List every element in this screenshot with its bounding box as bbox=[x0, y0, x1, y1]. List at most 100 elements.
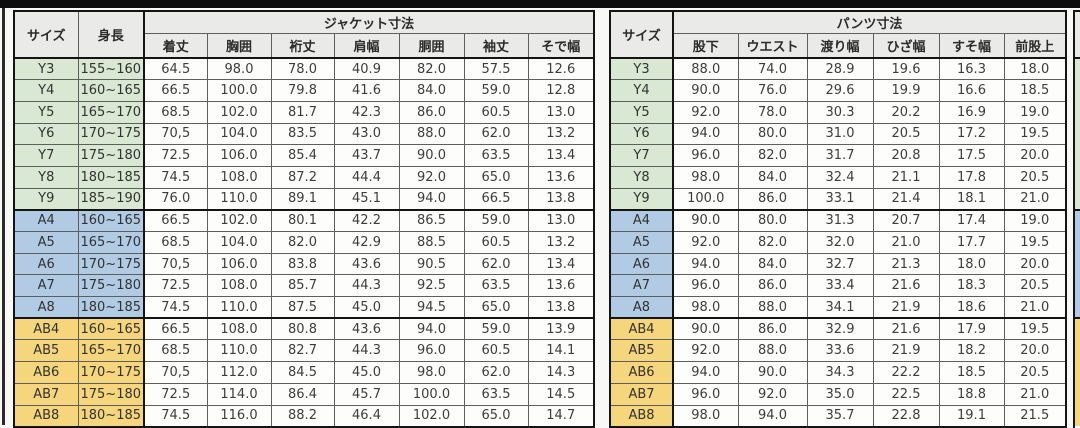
table-row: A5 92.0 82.0 32.0 21.0 17.7 19.5 bbox=[609, 231, 1067, 254]
jacket-value-cell: 98.0 bbox=[206, 57, 272, 81]
jacket-col-header: 胴囲 bbox=[398, 33, 465, 59]
size-cell: Y9 bbox=[13, 187, 79, 211]
jacket-value-cell: 96.0 bbox=[398, 339, 465, 363]
jacket-value-cell: 88.2 bbox=[270, 404, 335, 428]
table-row: A6 94.0 84.0 32.7 21.3 18.0 20.0 bbox=[609, 252, 1067, 276]
jacket-value-cell: 110.0 bbox=[206, 339, 272, 363]
table-row: Y9 185~190 76.0 110.0 89.1 45.1 94.0 66.5 13.8 bbox=[13, 187, 595, 211]
jacket-value-cell: 13.0 bbox=[527, 208, 595, 232]
pants-col-header: 渡り幅 bbox=[806, 33, 874, 59]
pants-value-cell: 92.0 bbox=[672, 231, 739, 254]
size-cell: A8 bbox=[13, 296, 79, 319]
pants-value-cell: 17.4 bbox=[938, 208, 1005, 232]
height-cell: 165~170 bbox=[77, 100, 145, 124]
jacket-col-header: 着丈 bbox=[143, 33, 208, 59]
pants-size-table: サイズ パンツ寸法 股下 ウエスト 渡り幅 ひざ幅 すそ幅 前股上 Y3 88.0 74.0 2… bbox=[609, 10, 1067, 428]
pants-value-cell: 86.0 bbox=[737, 317, 808, 341]
jacket-value-cell: 66.5 bbox=[143, 208, 208, 232]
table-row: Y4 160~165 66.5 100.0 79.8 41.6 84.0 59.0 12.8 bbox=[13, 79, 595, 102]
pants-value-cell: 80.0 bbox=[737, 208, 808, 232]
jacket-col-header: 肩幅 bbox=[333, 33, 400, 59]
jacket-col-header: 裄丈 bbox=[270, 33, 335, 59]
jacket-value-cell: 13.0 bbox=[527, 100, 595, 124]
jacket-value-cell: 72.5 bbox=[143, 382, 208, 406]
size-cell: A4 bbox=[13, 208, 79, 232]
jacket-value-cell: 116.0 bbox=[206, 404, 272, 428]
jacket-value-cell: 86.0 bbox=[398, 100, 465, 124]
table-row: A4 90.0 80.0 31.3 20.7 17.4 19.0 bbox=[609, 208, 1067, 232]
jacket-value-cell: 70,5 bbox=[143, 252, 208, 276]
jacket-value-cell: 13.4 bbox=[527, 144, 595, 167]
jacket-value-cell: 94.0 bbox=[398, 187, 465, 211]
pants-value-cell: 94.0 bbox=[672, 361, 739, 384]
jacket-value-cell: 45.7 bbox=[333, 382, 400, 406]
pants-value-cell: 21.0 bbox=[1003, 382, 1067, 406]
pants-value-cell: 32.0 bbox=[806, 231, 874, 254]
pants-value-cell: 82.0 bbox=[737, 231, 808, 254]
jacket-value-cell: 62.0 bbox=[463, 361, 529, 384]
pants-value-cell: 32.4 bbox=[806, 165, 874, 189]
jacket-value-cell: 102.0 bbox=[398, 404, 465, 428]
jacket-value-cell: 64.5 bbox=[143, 57, 208, 81]
jacket-col-header: そで幅 bbox=[527, 33, 595, 59]
pants-col-header: ウエスト bbox=[737, 33, 808, 59]
jacket-value-cell: 90.5 bbox=[398, 252, 465, 276]
jacket-value-cell: 102.0 bbox=[206, 100, 272, 124]
pants-value-cell: 20.8 bbox=[872, 144, 940, 167]
height-cell: 160~165 bbox=[77, 208, 145, 232]
size-cell: AB6 bbox=[13, 361, 79, 384]
jacket-value-cell: 82.0 bbox=[270, 231, 335, 254]
height-cell: 165~170 bbox=[77, 339, 145, 363]
jacket-value-cell: 14.1 bbox=[527, 339, 595, 363]
jacket-value-cell: 66.5 bbox=[143, 79, 208, 102]
height-cell: 160~165 bbox=[77, 317, 145, 341]
pants-value-cell: 21.5 bbox=[1003, 404, 1067, 428]
pants-value-cell: 29.6 bbox=[806, 79, 874, 102]
pants-value-cell: 20.0 bbox=[1003, 144, 1067, 167]
table-row: AB5 92.0 88.0 33.6 21.9 18.2 20.0 bbox=[609, 339, 1067, 363]
group-header-pants: パンツ寸法 bbox=[672, 10, 1067, 34]
jacket-value-cell: 13.6 bbox=[527, 274, 595, 298]
jacket-value-cell: 14.7 bbox=[527, 404, 595, 428]
jacket-value-cell: 108.0 bbox=[206, 317, 272, 341]
jacket-value-cell: 86.5 bbox=[398, 208, 465, 232]
jacket-value-cell: 110.0 bbox=[206, 296, 272, 319]
table-row: A7 175~180 72.5 108.0 85.7 44.3 92.5 63.5 13.6 bbox=[13, 274, 595, 298]
jacket-value-cell: 63.5 bbox=[463, 144, 529, 167]
pants-value-cell: 98.0 bbox=[672, 404, 739, 428]
table-row: A5 165~170 68.5 104.0 82.0 42.9 88.5 60.5 13.2 bbox=[13, 231, 595, 254]
pants-value-cell: 94.0 bbox=[672, 122, 739, 146]
pants-value-cell: 22.8 bbox=[872, 404, 940, 428]
table-row: A8 180~185 74.5 110.0 87.5 45.0 94.5 65.0 13.8 bbox=[13, 296, 595, 319]
jacket-value-cell: 112.0 bbox=[206, 361, 272, 384]
size-cell: A7 bbox=[13, 274, 79, 298]
height-cell: 180~185 bbox=[77, 296, 145, 319]
table-row: Y9 100.0 86.0 33.1 21.4 18.1 21.0 bbox=[609, 187, 1067, 211]
pants-value-cell: 20.0 bbox=[1003, 339, 1067, 363]
pants-value-cell: 18.5 bbox=[938, 361, 1005, 384]
height-cell: 160~165 bbox=[77, 79, 145, 102]
jacket-value-cell: 94.0 bbox=[398, 317, 465, 341]
pants-value-cell: 34.3 bbox=[806, 361, 874, 384]
pants-value-cell: 18.3 bbox=[938, 274, 1005, 298]
jacket-value-cell: 45.0 bbox=[333, 361, 400, 384]
jacket-value-cell: 43.0 bbox=[333, 122, 400, 146]
pants-value-cell: 31.0 bbox=[806, 122, 874, 146]
height-cell: 175~180 bbox=[77, 274, 145, 298]
jacket-value-cell: 45.1 bbox=[333, 187, 400, 211]
size-cell: Y8 bbox=[609, 165, 674, 189]
jacket-value-cell: 106.0 bbox=[206, 252, 272, 276]
size-cell: A4 bbox=[609, 208, 674, 232]
jacket-value-cell: 42.2 bbox=[333, 208, 400, 232]
jacket-value-cell: 80.1 bbox=[270, 208, 335, 232]
table-row: AB8 180~185 74.5 116.0 88.2 46.4 102.0 65.0 14.7 bbox=[13, 404, 595, 428]
cutoff-header-segment bbox=[1075, 12, 1080, 59]
jacket-value-cell: 13.9 bbox=[527, 317, 595, 341]
pants-value-cell: 92.0 bbox=[737, 382, 808, 406]
pants-value-cell: 28.9 bbox=[806, 57, 874, 81]
pants-value-cell: 17.8 bbox=[938, 165, 1005, 189]
height-cell: 175~180 bbox=[77, 144, 145, 167]
jacket-value-cell: 102.0 bbox=[206, 208, 272, 232]
height-cell: 180~185 bbox=[77, 165, 145, 189]
size-cell: A6 bbox=[609, 252, 674, 276]
